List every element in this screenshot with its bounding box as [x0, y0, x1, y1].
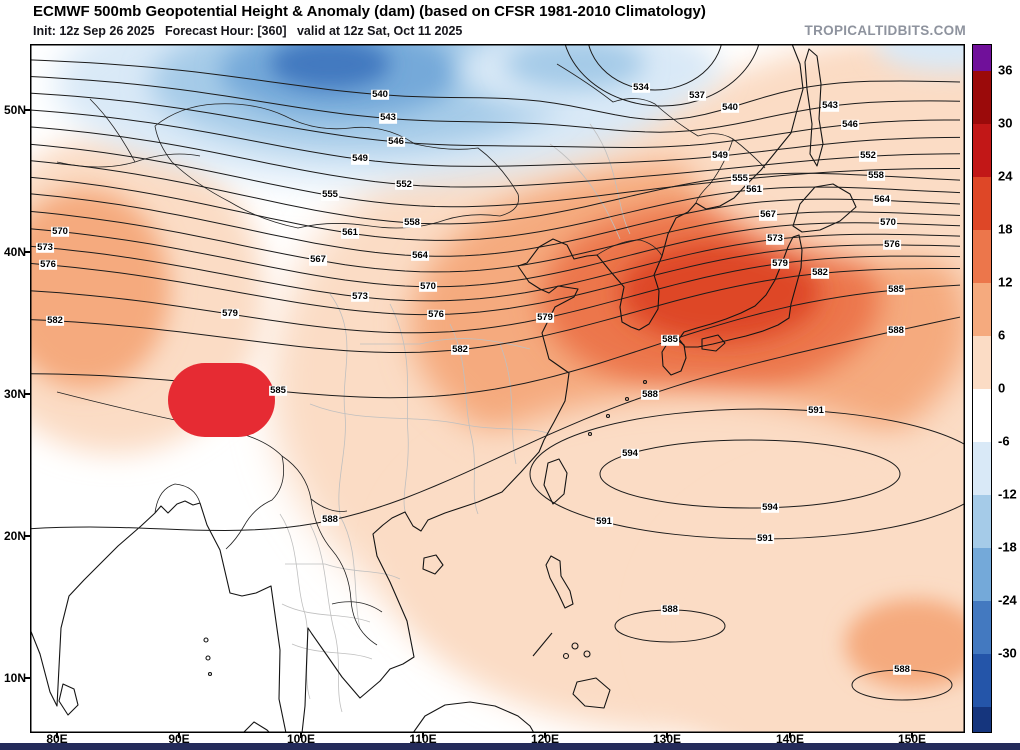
colorbar-segment: [973, 442, 991, 495]
colorbar-segment: [973, 601, 991, 654]
anomaly-cell: [270, 44, 390, 89]
anomaly-cell: [30, 189, 170, 389]
colorbar-tick-label: 36: [998, 62, 1013, 78]
colorbar-segment: [973, 283, 991, 336]
height-contour-579: [30, 255, 961, 334]
overlay-layer: [30, 44, 965, 733]
lon-tick-label: 120E: [530, 732, 560, 746]
lon-tick-label: 140E: [775, 732, 805, 746]
colorbar-tick-label: -18: [998, 539, 1017, 555]
anomaly-cell: [875, 44, 965, 72]
colorbar-segment: [973, 654, 991, 707]
height-contour-561: [30, 176, 961, 241]
lon-tick-label: 100E: [286, 732, 316, 746]
height-contour-576: [30, 244, 961, 316]
height-contour-546: [30, 92, 960, 149]
lat-tick-label: 20N: [3, 529, 26, 543]
height-contour-567: [30, 210, 961, 273]
lat-tick: [25, 251, 30, 253]
lon-tick-label: 110E: [409, 732, 437, 746]
lon-tick: [422, 733, 424, 738]
height-contour-573: [30, 233, 961, 302]
lat-tick-label: 40N: [3, 245, 26, 259]
colorbar-segment: [973, 124, 991, 177]
lat-tick: [25, 677, 30, 679]
lon-tick-label: 80E: [46, 732, 68, 746]
lat-tick: [25, 535, 30, 537]
height-contour-588: [30, 316, 961, 532]
colorbar-segment: [973, 389, 991, 442]
lat-tick: [25, 109, 30, 111]
site-watermark: TROPICALTIDBITS.COM: [804, 23, 966, 38]
red-highlight-blob: [168, 363, 275, 437]
colorbar-segment: [973, 336, 991, 389]
colorbar-tick-label: 0: [998, 380, 1006, 396]
height-contour-543: [30, 76, 961, 133]
height-contour-534: [587, 44, 723, 91]
height-contour-582: [30, 268, 960, 353]
lon-tick: [56, 733, 58, 738]
map-svg: [30, 44, 965, 733]
anomaly-cell: [845, 599, 965, 689]
colorbar-tick-label: 6: [998, 327, 1006, 343]
colorbar-segment: [973, 177, 991, 230]
footer-bar: [0, 743, 1020, 750]
lon-tick-label: 150E: [897, 732, 927, 746]
lat-tick-label: 30N: [3, 387, 26, 401]
colorbar-segment: [973, 495, 991, 548]
colorbar-tick-label: -6: [998, 433, 1010, 449]
colorbar-tick-label: 30: [998, 115, 1013, 131]
colorbar-tick-label: -30: [998, 645, 1017, 661]
height-contour-564: [30, 193, 961, 257]
colorbar-tick-label: -24: [998, 592, 1017, 608]
lon-tick: [300, 733, 302, 738]
colorbar-segment: [973, 45, 991, 71]
colorbar-segment: [973, 71, 991, 124]
lon-tick-label: 90E: [168, 732, 190, 746]
height-contour-540: [30, 59, 961, 121]
lat-tick-label: 10N: [3, 671, 26, 685]
lon-tick: [544, 733, 546, 738]
height-contour-558: [30, 160, 961, 225]
height-contours-layer: [30, 44, 965, 701]
lon-tick: [178, 733, 180, 738]
height-contour-570: [30, 222, 961, 288]
colorbar-segment: [973, 230, 991, 283]
anomaly-shading-layer: [30, 44, 965, 733]
anomaly-cell: [620, 242, 820, 342]
colorbar: [972, 44, 992, 733]
colorbar-segment: [973, 548, 991, 601]
lat-tick: [25, 393, 30, 395]
colorbar-tick-label: -12: [998, 486, 1017, 502]
height-contour-552: [30, 126, 961, 188]
lon-tick-label: 130E: [652, 732, 682, 746]
colorbar-tick-label: 24: [998, 168, 1013, 184]
height-contour-549: [30, 109, 961, 167]
lon-tick: [911, 733, 913, 738]
colorbar-tick-label: 12: [998, 274, 1013, 290]
anomaly-cell: [685, 44, 965, 259]
lon-tick: [666, 733, 668, 738]
map-frame: [30, 44, 965, 733]
admin-borders-layer: [279, 123, 631, 713]
map-canvas: 540 540 543 543 546 546 549 549 552 552 555 555 558 5…: [30, 44, 965, 733]
lon-tick: [789, 733, 791, 738]
anomaly-cell: [505, 44, 645, 90]
height-contour-594: [599, 439, 901, 509]
chart-title: ECMWF 500mb Geopotential Height & Anomal…: [33, 3, 706, 20]
height-contour-537: [564, 44, 760, 107]
init-info: Init: 12z Sep 26 2025 Forecast Hour: [36…: [33, 24, 463, 38]
lat-tick-label: 50N: [3, 103, 26, 117]
colorbar-tick-label: 18: [998, 221, 1013, 237]
colorbar-segment: [973, 707, 991, 732]
